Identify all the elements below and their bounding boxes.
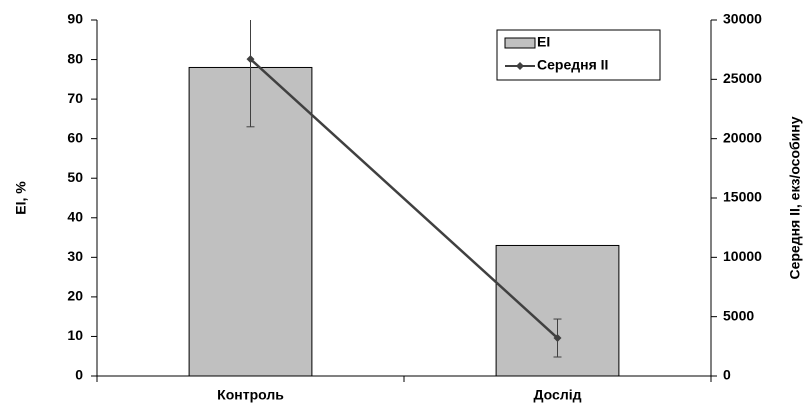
y2-tick-label: 30000 [723, 11, 762, 27]
y-tick-label: 80 [67, 50, 83, 66]
y2-tick-label: 20000 [723, 129, 762, 145]
legend-marker [516, 62, 524, 70]
marker [246, 55, 255, 64]
y-tick-label: 60 [67, 129, 83, 145]
y2-axis-title: Середня II, екз/особину [787, 116, 803, 279]
y2-tick-label: 0 [723, 367, 731, 383]
legend-swatch [504, 37, 536, 49]
plot-area [188, 20, 620, 376]
y-tick-label: 40 [67, 208, 83, 224]
legend-label: EI [537, 34, 550, 50]
x-tick-label: Дослід [534, 387, 582, 403]
y2-tick-label: 15000 [723, 189, 762, 205]
y-tick-label: 20 [67, 288, 83, 304]
y-tick-label: 50 [67, 169, 83, 185]
y-tick-label: 90 [67, 11, 83, 27]
y-tick-label: 70 [67, 90, 83, 106]
legend-label: Середня II [537, 57, 608, 73]
y2-tick-label: 10000 [723, 248, 762, 264]
x-tick-label: Контроль [217, 387, 284, 403]
marker [553, 334, 562, 343]
y-tick-label: 0 [75, 367, 83, 383]
y2-tick-label: 25000 [723, 70, 762, 86]
y2-tick-label: 5000 [723, 307, 754, 323]
y-tick-label: 30 [67, 248, 83, 264]
line [249, 58, 559, 339]
y-tick-label: 10 [67, 327, 83, 343]
y-axis-title: EI, % [13, 181, 29, 215]
